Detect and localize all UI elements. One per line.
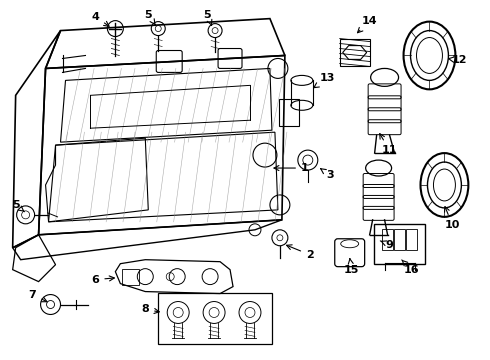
Text: 8: 8 bbox=[142, 305, 159, 315]
Text: 9: 9 bbox=[380, 240, 393, 250]
Text: 6: 6 bbox=[92, 275, 114, 285]
Text: 5: 5 bbox=[145, 10, 155, 25]
Text: 11: 11 bbox=[380, 134, 397, 155]
Text: 5: 5 bbox=[12, 200, 24, 212]
Text: 12: 12 bbox=[448, 55, 467, 66]
Text: 13: 13 bbox=[314, 73, 336, 88]
Text: 7: 7 bbox=[29, 289, 47, 302]
Text: 14: 14 bbox=[358, 15, 377, 33]
Text: 5: 5 bbox=[203, 10, 212, 25]
Text: 2: 2 bbox=[287, 245, 314, 260]
Text: 3: 3 bbox=[320, 168, 334, 180]
Text: 15: 15 bbox=[344, 259, 359, 275]
Text: 10: 10 bbox=[444, 207, 460, 230]
Text: 16: 16 bbox=[402, 260, 419, 275]
Text: 1: 1 bbox=[274, 163, 309, 173]
Text: 4: 4 bbox=[92, 12, 109, 26]
